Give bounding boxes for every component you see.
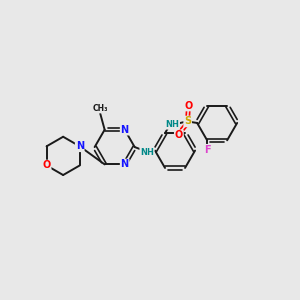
Text: F: F (204, 145, 210, 155)
Text: CH₃: CH₃ (92, 104, 108, 113)
Text: O: O (184, 100, 192, 111)
Text: N: N (121, 125, 129, 135)
Text: O: O (175, 130, 183, 140)
Text: N: N (121, 159, 129, 170)
Text: NH: NH (165, 120, 179, 129)
Text: NH: NH (140, 148, 154, 157)
Text: O: O (42, 160, 51, 170)
Text: N: N (76, 141, 84, 151)
Text: S: S (184, 116, 191, 127)
